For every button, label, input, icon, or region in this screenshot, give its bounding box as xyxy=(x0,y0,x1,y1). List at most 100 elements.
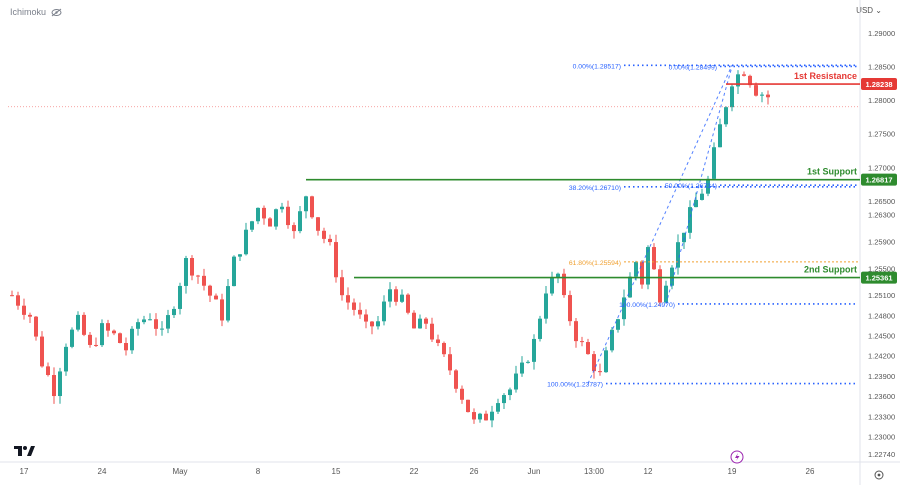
candle-body xyxy=(40,336,44,367)
candle-body xyxy=(154,319,158,329)
fib-level-label: 0.00%(1.28517) xyxy=(573,63,621,70)
candle-body xyxy=(196,275,200,277)
candle-body xyxy=(262,207,266,219)
candle-body xyxy=(208,285,212,296)
fib-trend-line xyxy=(587,65,733,384)
candle-body xyxy=(310,196,314,218)
candle-body xyxy=(466,399,470,413)
y-tick-label: 1.23600 xyxy=(868,392,895,401)
candle-body xyxy=(388,289,392,302)
tradingview-logo xyxy=(14,446,35,456)
candle-body xyxy=(436,339,440,343)
currency-selector[interactable]: USD ⌄ xyxy=(856,6,882,15)
logo-mark-part xyxy=(14,446,22,456)
y-tick-label: 1.22740 xyxy=(868,450,895,459)
candle-body xyxy=(376,321,380,327)
candle-body xyxy=(670,267,674,286)
fib-level-label: 61.80%(1.25594) xyxy=(569,260,621,267)
candle-body xyxy=(16,295,20,306)
candle-body xyxy=(598,371,602,373)
candle-body xyxy=(286,206,290,226)
candle-body xyxy=(448,354,452,371)
candle-body xyxy=(124,343,128,351)
candle-body xyxy=(172,308,176,316)
event-marker-bolt xyxy=(735,453,740,461)
chevron-down-icon: ⌄ xyxy=(875,6,882,15)
y-tick-label: 1.26500 xyxy=(868,197,895,206)
candle-body xyxy=(148,319,152,321)
candle-body xyxy=(442,342,446,355)
candle-body xyxy=(334,242,338,278)
price-tag xyxy=(861,173,897,186)
candle-body xyxy=(250,221,254,230)
candle-body xyxy=(328,238,332,243)
candle-body xyxy=(484,413,488,421)
candle-body xyxy=(202,275,206,286)
candle-body xyxy=(400,294,404,302)
candle-body xyxy=(160,328,164,330)
candle-body xyxy=(82,314,86,335)
y-tick-label: 1.26300 xyxy=(868,210,895,219)
candle-body xyxy=(70,329,74,347)
candle-body xyxy=(118,333,122,344)
y-tick-label: 1.29000 xyxy=(868,29,895,38)
x-tick-label: 22 xyxy=(410,467,419,476)
candle-body xyxy=(568,295,572,322)
candle-body xyxy=(748,75,752,86)
candle-body xyxy=(622,297,626,320)
candle-body xyxy=(616,319,620,330)
candle-body xyxy=(508,389,512,396)
x-tick-label: 8 xyxy=(256,467,261,476)
logo-mark-dot xyxy=(23,446,27,450)
candle-body xyxy=(742,74,746,76)
candle-body xyxy=(634,262,638,277)
candle-body xyxy=(694,199,698,208)
x-tick-label: Jun xyxy=(528,467,541,476)
candle-body xyxy=(730,86,734,108)
indicator-title[interactable]: Ichimoku xyxy=(10,7,62,17)
candle-body xyxy=(76,314,80,330)
candle-body xyxy=(340,277,344,296)
y-tick-label: 1.28000 xyxy=(868,96,895,105)
candle-body xyxy=(46,366,50,376)
candle-body xyxy=(418,318,422,329)
candle-body xyxy=(688,207,692,233)
candle-body xyxy=(394,289,398,302)
candle-body xyxy=(106,323,110,331)
x-tick-label: 24 xyxy=(98,467,107,476)
x-tick-label: 15 xyxy=(332,467,341,476)
candle-body xyxy=(298,211,302,232)
candle-body xyxy=(370,321,374,327)
x-tick-label: 26 xyxy=(470,467,479,476)
candle-body xyxy=(532,338,536,362)
y-tick-label: 1.27500 xyxy=(868,130,895,139)
candle-body xyxy=(292,225,296,232)
candle-body xyxy=(10,295,14,297)
settings-dot xyxy=(877,473,881,477)
fib-level-label: 38.20%(1.26710) xyxy=(569,185,621,192)
candle-body xyxy=(184,258,188,286)
fib-level-label: 100.00%(1.24970) xyxy=(619,302,675,309)
candle-body xyxy=(526,361,530,363)
x-tick-label: 19 xyxy=(728,467,737,476)
y-tick-label: 1.27000 xyxy=(868,163,895,172)
y-tick-label: 1.23900 xyxy=(868,372,895,381)
candle-body xyxy=(244,229,248,255)
price-tag-label: 1.25361 xyxy=(865,274,892,283)
x-tick-label: 26 xyxy=(806,467,815,476)
candle-body xyxy=(658,269,662,303)
candle-body xyxy=(580,341,584,343)
candle-body xyxy=(28,314,32,317)
fib-trend-line xyxy=(665,66,733,305)
y-tick-label: 1.23000 xyxy=(868,432,895,441)
candle-body xyxy=(316,217,320,231)
y-tick-label: 1.23300 xyxy=(868,412,895,421)
candle-body xyxy=(352,302,356,310)
support-label: 1st Support xyxy=(807,167,857,177)
candle-body xyxy=(718,124,722,148)
x-tick-label: 12 xyxy=(644,467,653,476)
candle-body xyxy=(238,254,242,257)
eye-off-icon[interactable] xyxy=(51,8,62,17)
candle-body xyxy=(502,395,506,404)
